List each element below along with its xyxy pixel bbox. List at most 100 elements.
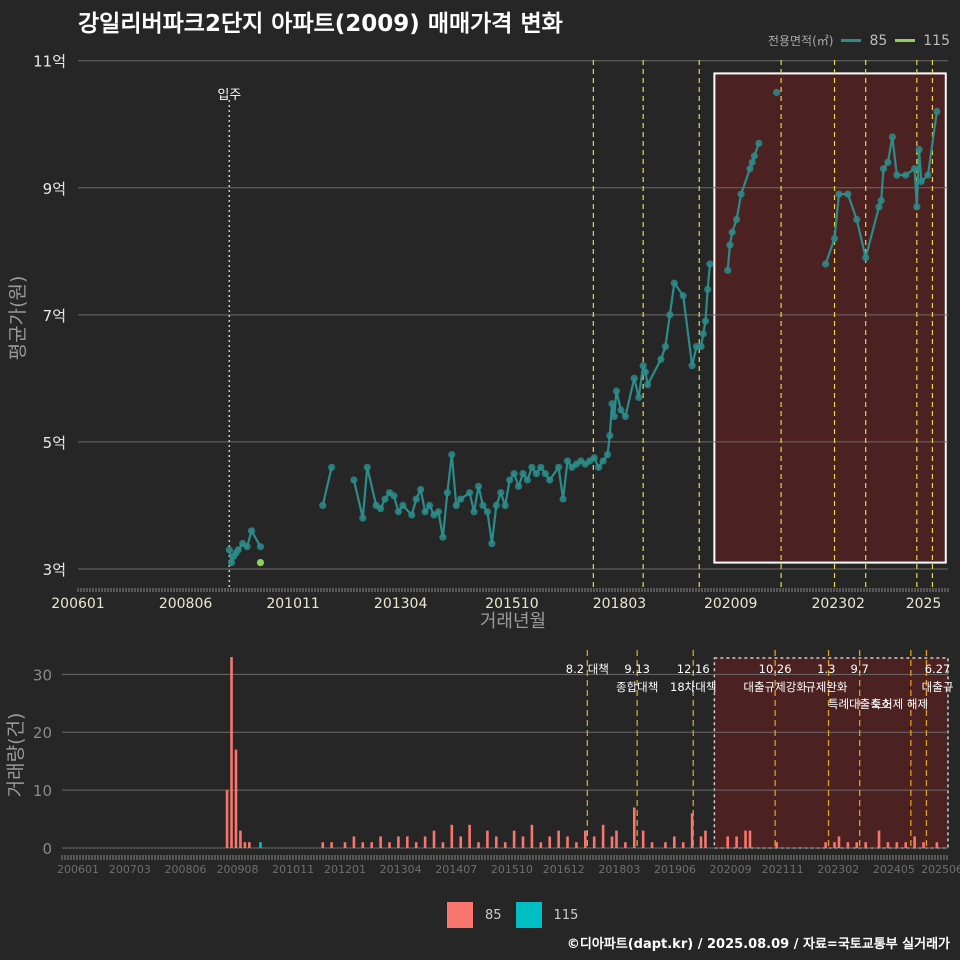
series-85-point xyxy=(537,463,545,471)
bar-85 xyxy=(877,830,881,848)
series-85-point xyxy=(621,412,629,421)
bar-85 xyxy=(886,842,890,848)
bar-85 xyxy=(632,807,636,848)
series-85-point xyxy=(563,457,572,465)
top-x-tick-label: 200601 xyxy=(51,596,104,612)
series-85-point xyxy=(227,558,236,567)
series-85-point xyxy=(492,501,500,510)
bar-115 xyxy=(259,842,262,848)
series-85-point xyxy=(606,431,614,440)
bottom-x-tick-label: 201906 xyxy=(654,863,696,876)
bar-85 xyxy=(748,830,752,848)
series-85-point xyxy=(657,355,665,363)
bar-85 xyxy=(615,830,618,848)
series-85-point xyxy=(546,476,554,484)
series-85-point xyxy=(915,146,923,154)
series-85-point xyxy=(888,133,896,141)
bottom-legend-swatch-85 xyxy=(447,902,473,928)
series-85-point xyxy=(661,342,670,351)
bottom-x-tick-label: 201304 xyxy=(380,863,422,876)
series-85-line xyxy=(321,467,333,506)
series-85-point xyxy=(773,88,781,97)
series-85-point xyxy=(381,495,389,503)
bar-85 xyxy=(601,824,605,848)
bar-85 xyxy=(855,842,859,848)
series-85-point xyxy=(457,495,465,503)
series-85-point xyxy=(497,489,505,497)
policy-annotation-text: 특례대출축소 xyxy=(828,697,891,711)
top-y-tick-label: 11억 xyxy=(33,53,66,71)
bar-85 xyxy=(512,830,516,848)
series-85-point xyxy=(421,508,429,516)
bottom-highlight-box xyxy=(713,657,949,849)
top-x-axis-title: 거래년월 xyxy=(480,611,546,632)
series-85-point xyxy=(599,457,607,465)
series-85-point xyxy=(612,387,621,395)
series-85-point xyxy=(532,470,540,478)
bar-85 xyxy=(775,842,778,848)
series-85-point xyxy=(630,374,638,382)
top-y-axis-title: 평균가(원) xyxy=(7,276,29,361)
bar-85 xyxy=(503,842,507,848)
series-85-point xyxy=(913,203,921,211)
bar-85 xyxy=(459,836,463,848)
series-85-point xyxy=(328,463,336,471)
series-85-point xyxy=(434,508,443,516)
policy-annotation-text: 대출규제강화 xyxy=(743,680,807,694)
bottom-y-tick-label: 10 xyxy=(33,782,52,800)
top-x-tick-label: 202302 xyxy=(812,596,865,612)
bottom-legend-label-85: 85 xyxy=(485,907,502,923)
bar-85 xyxy=(243,842,247,848)
bar-85 xyxy=(432,830,436,848)
series-85-point xyxy=(666,311,674,319)
series-85-point xyxy=(501,501,509,510)
policy-annotation-date: 10.26 xyxy=(759,662,792,676)
series-85-point xyxy=(595,463,603,471)
series-85-point xyxy=(412,495,420,503)
bottom-legend-swatch-115 xyxy=(515,902,542,928)
series-85-point xyxy=(506,476,514,484)
top-legend: 전용면적(㎡) 85 115 xyxy=(768,32,950,49)
series-85-point xyxy=(737,190,745,198)
series-85-point xyxy=(590,454,598,462)
bar-85 xyxy=(837,836,841,848)
bottom-x-tick-label: 202405 xyxy=(873,863,915,876)
bar-85 xyxy=(864,842,867,848)
bar-85 xyxy=(575,842,578,848)
bar-85 xyxy=(321,842,325,848)
series-85-point xyxy=(519,470,527,478)
bar-85 xyxy=(370,842,374,848)
series-85-point xyxy=(610,412,618,421)
bar-85 xyxy=(744,830,747,848)
series-85-point xyxy=(875,203,883,211)
series-85-point xyxy=(470,508,478,516)
top-x-tick-label: 201304 xyxy=(374,596,428,612)
bar-85 xyxy=(225,790,229,848)
bar-85 xyxy=(477,842,480,848)
top-x-tick-label: 202009 xyxy=(704,596,757,612)
bar-85 xyxy=(352,836,356,848)
series-85-point xyxy=(514,482,523,490)
bottom-x-tick-label: 201803 xyxy=(598,863,640,876)
bar-85 xyxy=(330,842,333,848)
series-85-point xyxy=(924,171,932,179)
series-85-point xyxy=(844,190,852,198)
series-85-point xyxy=(902,171,910,179)
bottom-legend-label-115: 115 xyxy=(553,907,579,923)
policy-annotation-date: 9.13 xyxy=(624,662,650,676)
policy-annotation-date: 1.3 xyxy=(817,662,835,676)
top-y-tick-label: 7억 xyxy=(43,307,66,325)
top-y-tick-label: 9억 xyxy=(43,180,66,198)
top-legend-item-85: 85 xyxy=(841,33,887,49)
series-85-point xyxy=(635,393,643,402)
series-85-point xyxy=(704,285,712,294)
series-85-point xyxy=(917,177,925,186)
bar-85 xyxy=(690,813,694,848)
bottom-x-tick-label: 202009 xyxy=(710,863,752,876)
top-x-tick-label: 201803 xyxy=(593,596,646,612)
bottom-x-tick-label: 200806 xyxy=(165,863,207,876)
series-85-point xyxy=(679,292,687,300)
bottom-y-tick-label: 0 xyxy=(42,840,52,858)
top-legend-title: 전용면적(㎡) xyxy=(767,34,834,48)
policy-annotation-date: 9.7 xyxy=(851,662,869,676)
